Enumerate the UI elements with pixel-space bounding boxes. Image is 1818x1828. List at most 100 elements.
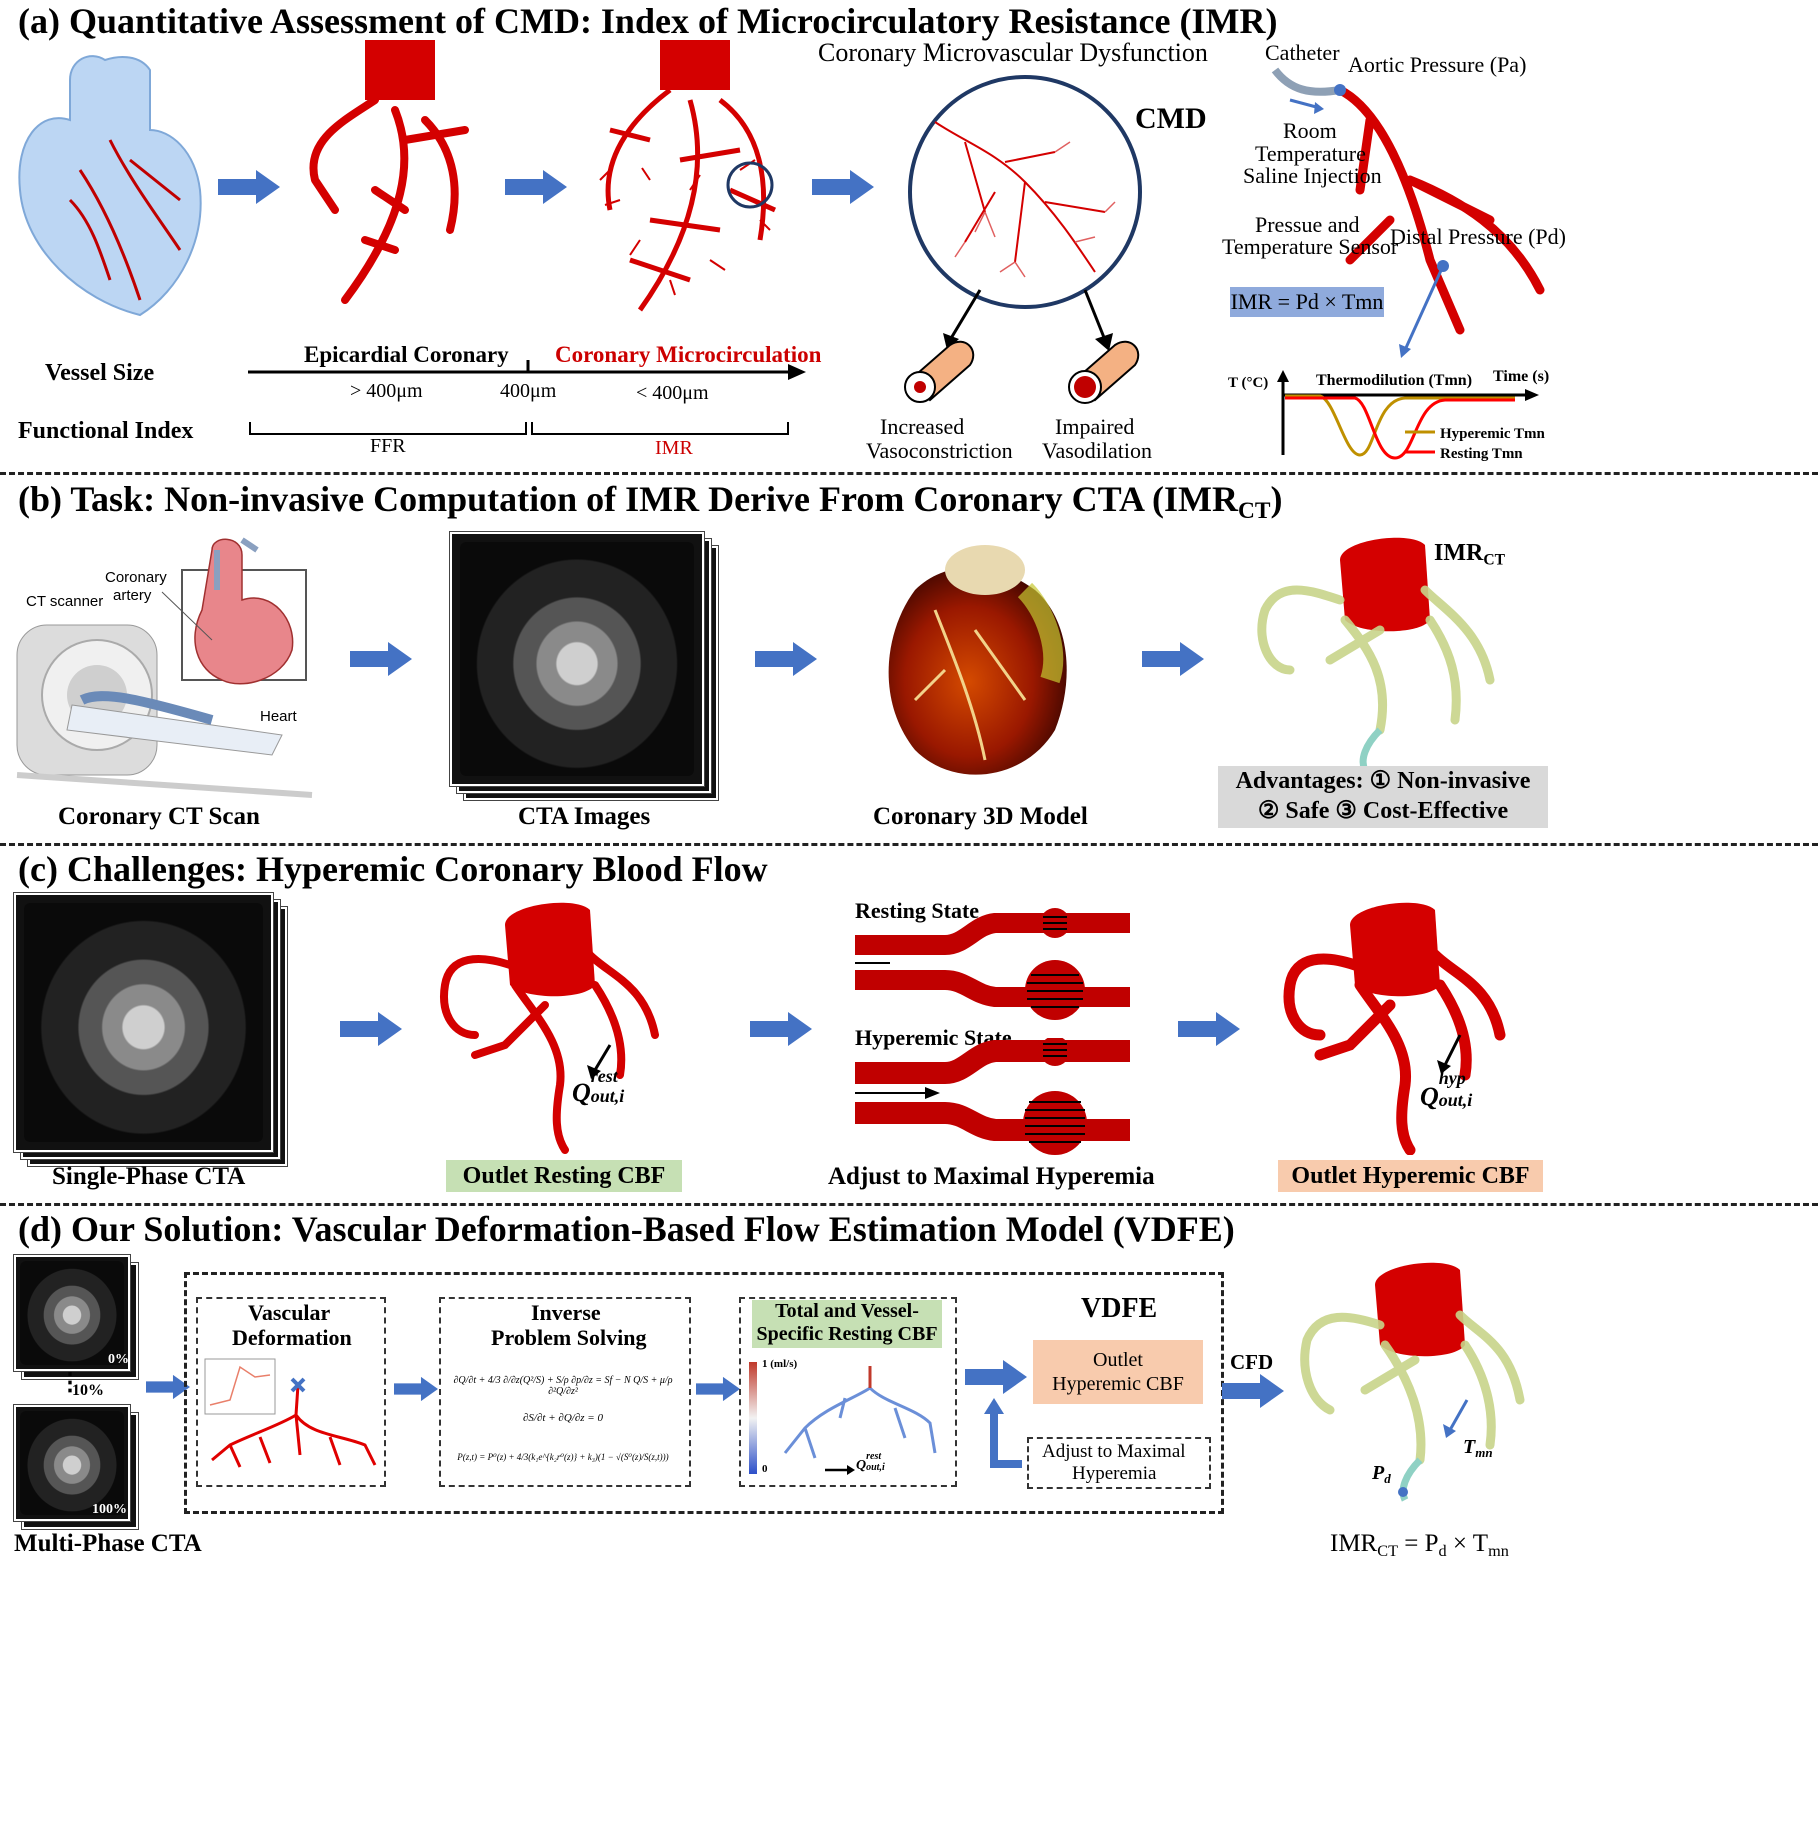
inverse-label: Inverse [531,1300,601,1325]
section-b-title: (b) Task: Non-invasive Computation of IM… [18,479,1283,525]
impaired-label: Impaired [1055,414,1135,439]
cmd-circle-magnified [908,75,1142,309]
distal-pressure-label: Distal Pressure (Pd) [1390,224,1566,249]
heart-label: Heart [260,708,297,725]
lt400-label: < 400μm [636,382,709,404]
microcirculation-label: Coronary Microcirculation [555,342,822,367]
outlet-hyperemic-cbf-box: Outlet Hyperemic CBF [1033,1340,1203,1404]
arrow-right-icon [394,1376,438,1402]
pct10-label: 10% [72,1382,104,1399]
vasoconstriction-label: Vasoconstriction [866,438,1013,463]
pct0-label: 0% [108,1352,129,1367]
imrct-label: IMRCT [1434,540,1505,569]
dilated-vessel-icon [1068,340,1140,404]
pd-label: Pd [1372,1462,1391,1486]
single-phase-cta-stack [14,893,289,1168]
cta-image-stack [450,532,720,802]
pct100-label: 100% [92,1502,127,1517]
thermo-ylabel: T (°C) [1228,375,1269,391]
vascular-label: Vascular [248,1300,331,1325]
pressure-and-label: Pressue and [1255,212,1360,237]
heart-illustration [18,55,202,317]
constricted-vessel-icon [904,340,975,403]
phase-100-stack [14,1405,138,1529]
scan-caption: Coronary CT Scan [58,803,260,830]
resting-tmn-legend: Resting Tmn [1440,446,1523,462]
arrow-right-icon [1222,1374,1284,1408]
section-divider [0,472,1818,475]
hyperemic-vessel-model [1283,902,1506,1155]
section-divider [0,843,1818,846]
adjust-caption: Adjust to Maximal Hyperemia [828,1163,1155,1190]
epicardial-label: Epicardial Coronary [304,342,509,367]
imr-formula-box: IMR = Pd × Tmn [1230,287,1384,317]
ct-scanner-label: CT scanner [26,593,104,610]
advantages-box: Advantages: ① Non-invasive ② Safe ③ Cost… [1218,766,1548,828]
vasodilation-label: Vasodilation [1042,438,1152,463]
catheter-vessel-diagram [1271,67,1545,358]
arrow-right-icon [965,1360,1027,1394]
eq400-label: 400μm [500,380,557,402]
resting-state-label: Resting State [855,898,980,923]
arrow-right-icon [812,170,874,204]
arrow-right-icon [1178,1012,1240,1046]
inverse-problem-panel [439,1297,691,1487]
ffr-label: FFR [370,435,406,457]
vessel-size-label: Vessel Size [45,360,155,386]
arrow-right-icon [340,1012,402,1046]
temp-sensor-label: Temperature Sensor [1222,234,1399,259]
thermo-title: Thermodilution (Tmn) [1316,372,1473,389]
arrow-right-icon [146,1374,190,1400]
thermo-xlabel: Time (s) [1493,368,1550,385]
problem-solving-label: Problem Solving [491,1325,647,1350]
temperature-label: Temperature [1255,141,1366,166]
imr-label: IMR [655,437,693,459]
final-vessel-model [1300,1262,1525,1502]
phase-0-stack [14,1255,138,1379]
arrow-right-icon [218,170,280,204]
arrow-right-icon [696,1376,740,1402]
arrow-right-icon [350,642,412,676]
pressure-equation: P(z,t) = P⁰(z) + 4/3(k₁e^{k₂r⁰(z)} + k₃)… [457,1452,669,1462]
ellipsis-dots: ⋮ [58,1370,82,1396]
adjust-maximal-box [1027,1437,1211,1489]
feedback-arrow [984,1398,1022,1468]
cmd-label: CMD [1135,102,1207,135]
hyperemia-label: Hyperemia [1072,1463,1157,1484]
coronary-3d-model [888,545,1067,775]
cmd-panel-title: Coronary Microvascular Dysfunction [818,38,1208,67]
down-arrows [943,289,1113,351]
catheter-label: Catheter [1265,40,1340,65]
vdfe-label: VDFE [1081,1293,1158,1324]
single-phase-caption: Single-Phase CTA [52,1163,246,1190]
imrct-formula: IMRCT = Pd × Tmn [1330,1530,1509,1560]
artery-label: artery [113,587,152,604]
coronary-tree-microcirculation [599,40,777,312]
cfd-label: CFD [1230,1350,1274,1374]
ct-scanner-illustration [16,537,313,798]
increased-label: Increased [880,414,965,439]
multi-phase-caption: Multi-Phase CTA [14,1530,202,1557]
continuity-equation: ∂S/∂t + ∂Q/∂z = 0 [523,1412,603,1424]
section-d-title: (d) Our Solution: Vascular Deformation-B… [18,1209,1235,1249]
deformation-plot-and-tree [204,1358,377,1468]
section-a-title: (a) Quantitative Assessment of CMD: Inde… [18,1,1278,41]
arrow-right-icon [1142,642,1204,676]
arrow-right-icon [755,642,817,676]
resting-cbf-title: Total and Vessel- Specific Resting CBF [752,1300,942,1348]
arrow-right-icon [505,170,567,204]
hyperemic-tmn-legend: Hyperemic Tmn [1440,426,1545,442]
colorbar-max: 1 (ml/s) [762,1358,798,1370]
colorbar-min: 0 [762,1463,768,1475]
outlet-resting-box: Outlet Resting CBF [446,1160,682,1192]
gt400-label: > 400μm [350,380,423,402]
outlet-hyperemic-box: Outlet Hyperemic CBF [1278,1160,1543,1192]
coronary-tree-epicardial [309,40,469,304]
aortic-pressure-label: Aortic Pressure (Pa) [1348,52,1527,77]
momentum-equation: ∂Q/∂t + 4/3 ∂/∂z(Q²/S) + S/ρ ∂p/∂z = Sf … [453,1375,673,1397]
thermodilution-chart [1277,370,1539,460]
resting-cbf-panel [739,1297,957,1487]
tmn-label: Tmn [1463,1436,1493,1460]
